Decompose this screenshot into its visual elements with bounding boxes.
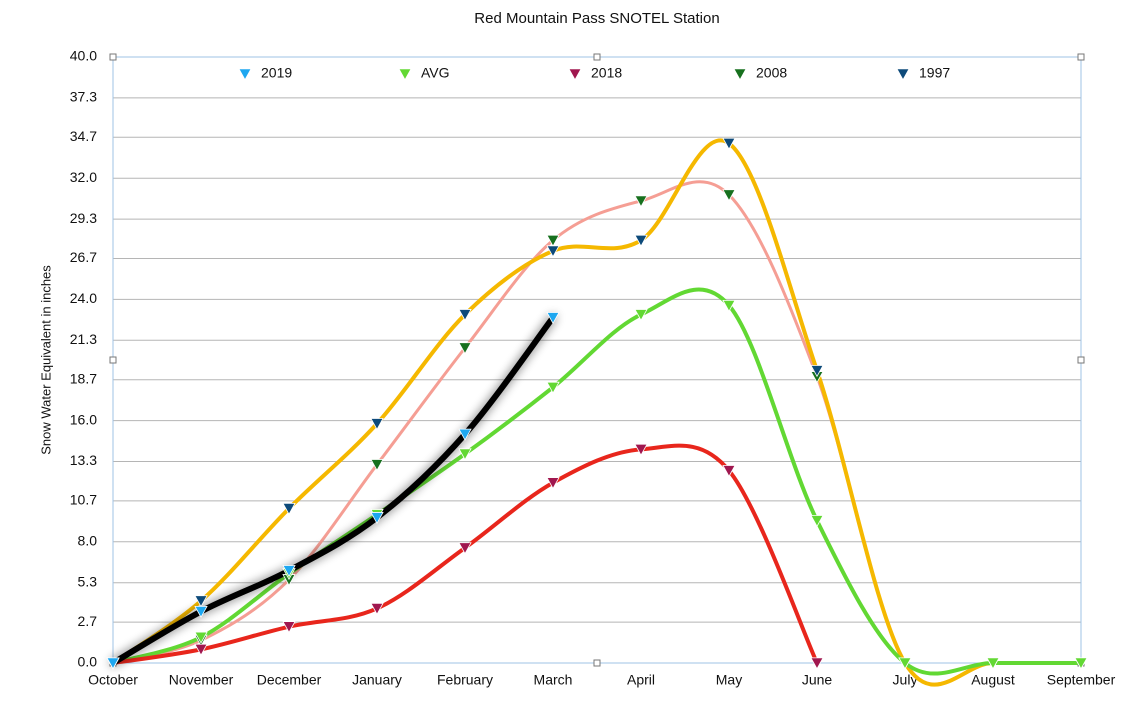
x-tick-label: January [352, 672, 402, 688]
x-tick-label: October [88, 672, 138, 688]
legend-label: 2018 [591, 65, 622, 81]
y-tick-label: 24.0 [70, 290, 97, 306]
x-tick-label: May [716, 672, 742, 688]
markers [106, 137, 1088, 670]
data-point [634, 234, 648, 247]
data-point [546, 312, 560, 325]
y-tick-label: 32.0 [70, 169, 97, 185]
data-point [634, 195, 648, 208]
data-point [194, 595, 208, 608]
data-point [722, 189, 736, 202]
legend-label: 2008 [756, 65, 787, 81]
data-point [634, 309, 648, 322]
y-tick-label: 13.3 [70, 452, 97, 468]
x-tick-label: September [1047, 672, 1116, 688]
data-point [634, 443, 648, 456]
y-tick-label: 37.3 [70, 89, 97, 105]
x-tick-label: February [437, 672, 493, 688]
y-tick-label: 18.7 [70, 370, 97, 386]
x-tick-label: March [534, 672, 573, 688]
x-tick-label: April [627, 672, 655, 688]
legend-swatch [896, 68, 910, 81]
y-tick-label: 5.3 [78, 573, 98, 589]
data-point [810, 365, 824, 378]
data-point [458, 342, 472, 355]
x-tick-label: November [169, 672, 234, 688]
series-line [111, 180, 1083, 686]
data-point [546, 234, 560, 247]
data-point [986, 657, 1000, 670]
x-tick-label: December [257, 672, 322, 688]
data-point [722, 299, 736, 312]
y-tick-label: 26.7 [70, 249, 97, 265]
data-point [370, 418, 384, 431]
y-tick-label: 21.3 [70, 331, 97, 347]
legend-label: AVG [421, 65, 450, 81]
y-tick-label: 16.0 [70, 411, 97, 427]
legend-swatch [733, 68, 747, 81]
data-point [458, 309, 472, 322]
series-line [111, 287, 1083, 676]
data-point [282, 502, 296, 515]
x-tick-label: June [802, 672, 833, 688]
y-tick-label: 8.0 [78, 533, 98, 549]
y-tick-label: 40.0 [70, 48, 97, 64]
data-point [722, 465, 736, 478]
data-point [370, 512, 384, 525]
data-point [194, 631, 208, 644]
grid: 0.0 2.7 5.3 8.0 10.7 13.3 16.0 18.7 21.3 24.0 26.7… [70, 48, 1116, 688]
legend-label: 2019 [261, 65, 292, 81]
y-tick-label: 34.7 [70, 128, 97, 144]
data-point [458, 542, 472, 555]
handles [109, 53, 1085, 667]
legend: 2019 AVG 2018 2008 1997 [238, 65, 950, 81]
data-point [106, 657, 120, 670]
y-tick-label: 0.0 [78, 654, 98, 670]
data-point [810, 515, 824, 528]
series-line [111, 138, 1083, 687]
data-point [194, 605, 208, 619]
data-point [898, 657, 912, 670]
data-point [282, 565, 296, 578]
x-tick-label: July [893, 672, 918, 688]
legend-label: 1997 [919, 65, 950, 81]
legend-swatch [398, 68, 412, 81]
legend-swatch [238, 68, 252, 81]
x-tick-label: August [971, 672, 1015, 688]
data-point [370, 459, 384, 472]
chart-title: Red Mountain Pass SNOTEL Station [474, 10, 719, 27]
data-point [546, 381, 560, 394]
data-point [194, 643, 208, 656]
data-point [1074, 657, 1088, 670]
series-line [110, 314, 556, 666]
data-point [282, 621, 296, 634]
y-tick-label: 2.7 [78, 613, 98, 629]
plot-frame [112, 56, 1082, 664]
data-point [370, 602, 384, 615]
data-point [546, 245, 560, 258]
legend-swatch [568, 68, 582, 81]
data-point [546, 477, 560, 490]
y-tick-label: 10.7 [70, 492, 97, 508]
lines [110, 138, 1083, 687]
data-point [458, 428, 472, 441]
data-point [458, 448, 472, 461]
y-axis-label: Snow Water Equivalent in inches [38, 265, 53, 455]
data-point [810, 657, 824, 670]
data-point [722, 137, 736, 150]
y-tick-label: 29.3 [70, 210, 97, 226]
